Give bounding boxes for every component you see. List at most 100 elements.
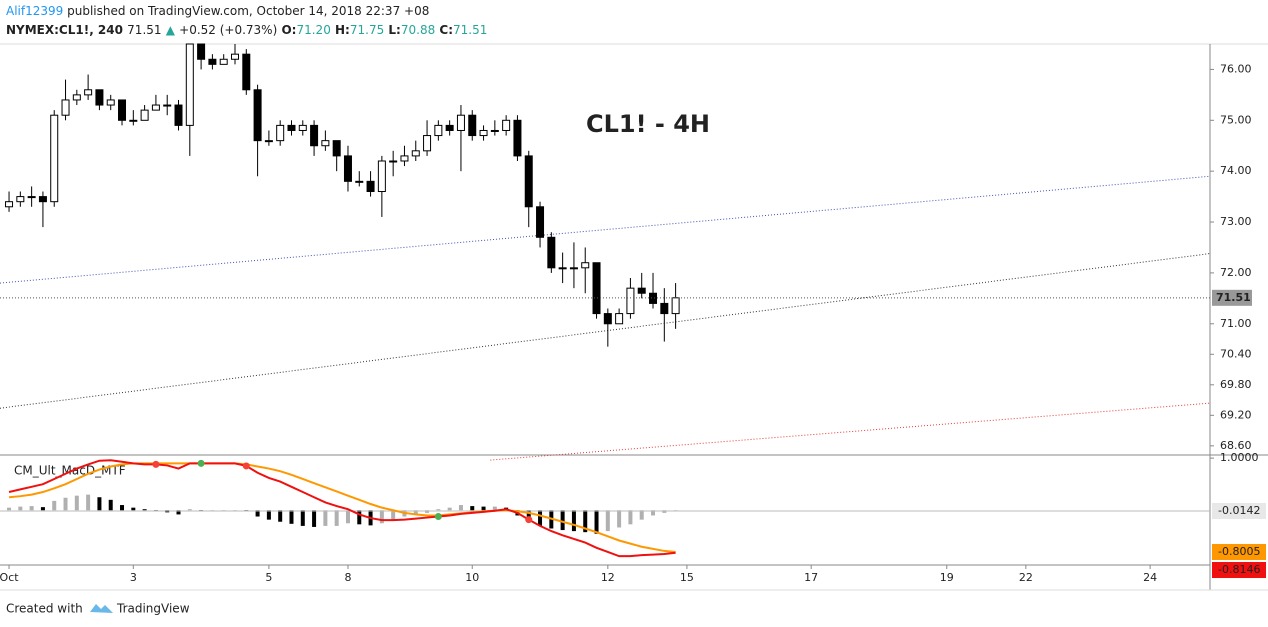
cross-dot <box>197 459 205 467</box>
candle-body <box>197 43 206 60</box>
histogram-bar <box>492 506 497 511</box>
histogram-bar <box>74 495 79 511</box>
candle-body <box>490 129 499 132</box>
x-tick-label: 10 <box>465 571 479 584</box>
candle-body <box>355 180 364 183</box>
histogram-bar <box>7 507 12 511</box>
y2-tick-label: 1.0000 <box>1220 451 1259 464</box>
x-tick-label: 22 <box>1019 571 1033 584</box>
histogram-bar <box>447 507 452 511</box>
candle-body <box>253 89 262 142</box>
footer-text: Created with <box>6 602 83 616</box>
x-tick-label: 3 <box>130 571 137 584</box>
histogram-bar <box>538 510 543 526</box>
candle-body <box>513 119 522 157</box>
histogram-bar <box>651 510 656 516</box>
histogram-bar <box>120 505 125 511</box>
x-tick-label: 15 <box>680 571 694 584</box>
x-tick-label: 12 <box>601 571 615 584</box>
y-tick-label: 68.60 <box>1220 439 1252 452</box>
histogram-bar <box>289 510 294 524</box>
o: 71.20 <box>296 23 330 37</box>
histogram-bar <box>345 510 350 524</box>
signal-badge <box>1212 543 1266 560</box>
histogram-bar <box>187 509 192 511</box>
histogram-bar <box>605 510 610 532</box>
histogram-label: -0.0142 <box>1218 504 1260 517</box>
histogram-bar <box>323 510 328 526</box>
candle-body <box>649 292 658 304</box>
histogram-bar <box>29 506 34 511</box>
candle-body <box>411 150 420 157</box>
candle-body <box>84 89 93 96</box>
arrow: ▲ <box>166 23 176 37</box>
candle-body <box>298 124 307 131</box>
macd-line <box>8 459 676 558</box>
histogram-bar <box>560 510 565 531</box>
candle-body <box>502 119 511 131</box>
histogram-bar <box>52 500 57 511</box>
histogram-bar <box>391 510 396 520</box>
histogram-bar <box>436 509 441 511</box>
candle-body <box>524 155 533 208</box>
candle-body <box>151 104 160 111</box>
histogram-bar <box>617 510 622 528</box>
candle-body <box>389 160 398 163</box>
histogram-bar <box>662 510 667 513</box>
histogram-bar <box>594 510 599 534</box>
histogram-bar <box>526 510 531 521</box>
histogram-bar <box>18 506 23 511</box>
candle-body <box>219 58 228 65</box>
histogram-bar <box>142 509 147 511</box>
y-tick-label: 70.40 <box>1220 347 1252 360</box>
x-tick-label: 8 <box>344 571 351 584</box>
trend-line <box>0 253 1211 409</box>
candle-body <box>343 155 352 182</box>
signal-label: -0.8005 <box>1218 545 1260 558</box>
l: 70.88 <box>401 23 435 37</box>
candle-body <box>660 302 669 315</box>
histogram-bar <box>97 497 102 511</box>
cross-dot <box>242 462 250 470</box>
last: 71.51 <box>127 23 161 37</box>
logo <box>90 604 113 613</box>
last-price-label: 71.51 <box>1216 291 1251 304</box>
y-tick-label: 75.00 <box>1220 113 1252 126</box>
candle-body <box>185 43 194 126</box>
candle-body <box>163 104 172 107</box>
y-tick-label: 69.80 <box>1220 378 1252 391</box>
histogram-bar <box>413 510 418 515</box>
candle-body <box>118 99 127 121</box>
footer-brand[interactable]: TradingView <box>116 602 190 616</box>
candle-body <box>287 124 296 131</box>
candle-body <box>95 89 104 106</box>
candle-body <box>174 104 183 126</box>
y-tick-label: 71.00 <box>1220 317 1252 330</box>
h-label: H: <box>335 23 350 37</box>
candle-body <box>230 53 239 60</box>
last-price-badge <box>1212 289 1252 306</box>
histogram-bar <box>108 499 113 511</box>
histogram-bar <box>639 510 644 520</box>
candle-body <box>61 99 70 116</box>
candle-body <box>264 140 273 143</box>
candle-body <box>547 236 556 269</box>
candle-body <box>581 262 590 269</box>
candle-body <box>468 114 477 137</box>
candle-body <box>558 267 567 270</box>
histogram-badge <box>1212 503 1266 520</box>
histogram-bar <box>312 510 317 527</box>
candle-body <box>400 155 409 162</box>
histogram-bar <box>481 506 486 511</box>
l-label: L: <box>388 23 400 37</box>
candle-body <box>72 94 81 101</box>
candle-body <box>321 140 330 147</box>
histogram-bar <box>63 497 68 511</box>
symbol: NYMEX:CL1!, 240 <box>6 23 123 37</box>
candle-body <box>536 206 545 238</box>
candle-body <box>276 124 285 142</box>
candle-body <box>569 267 578 270</box>
candle-body <box>434 124 443 137</box>
y-tick-label: 73.00 <box>1220 215 1252 228</box>
